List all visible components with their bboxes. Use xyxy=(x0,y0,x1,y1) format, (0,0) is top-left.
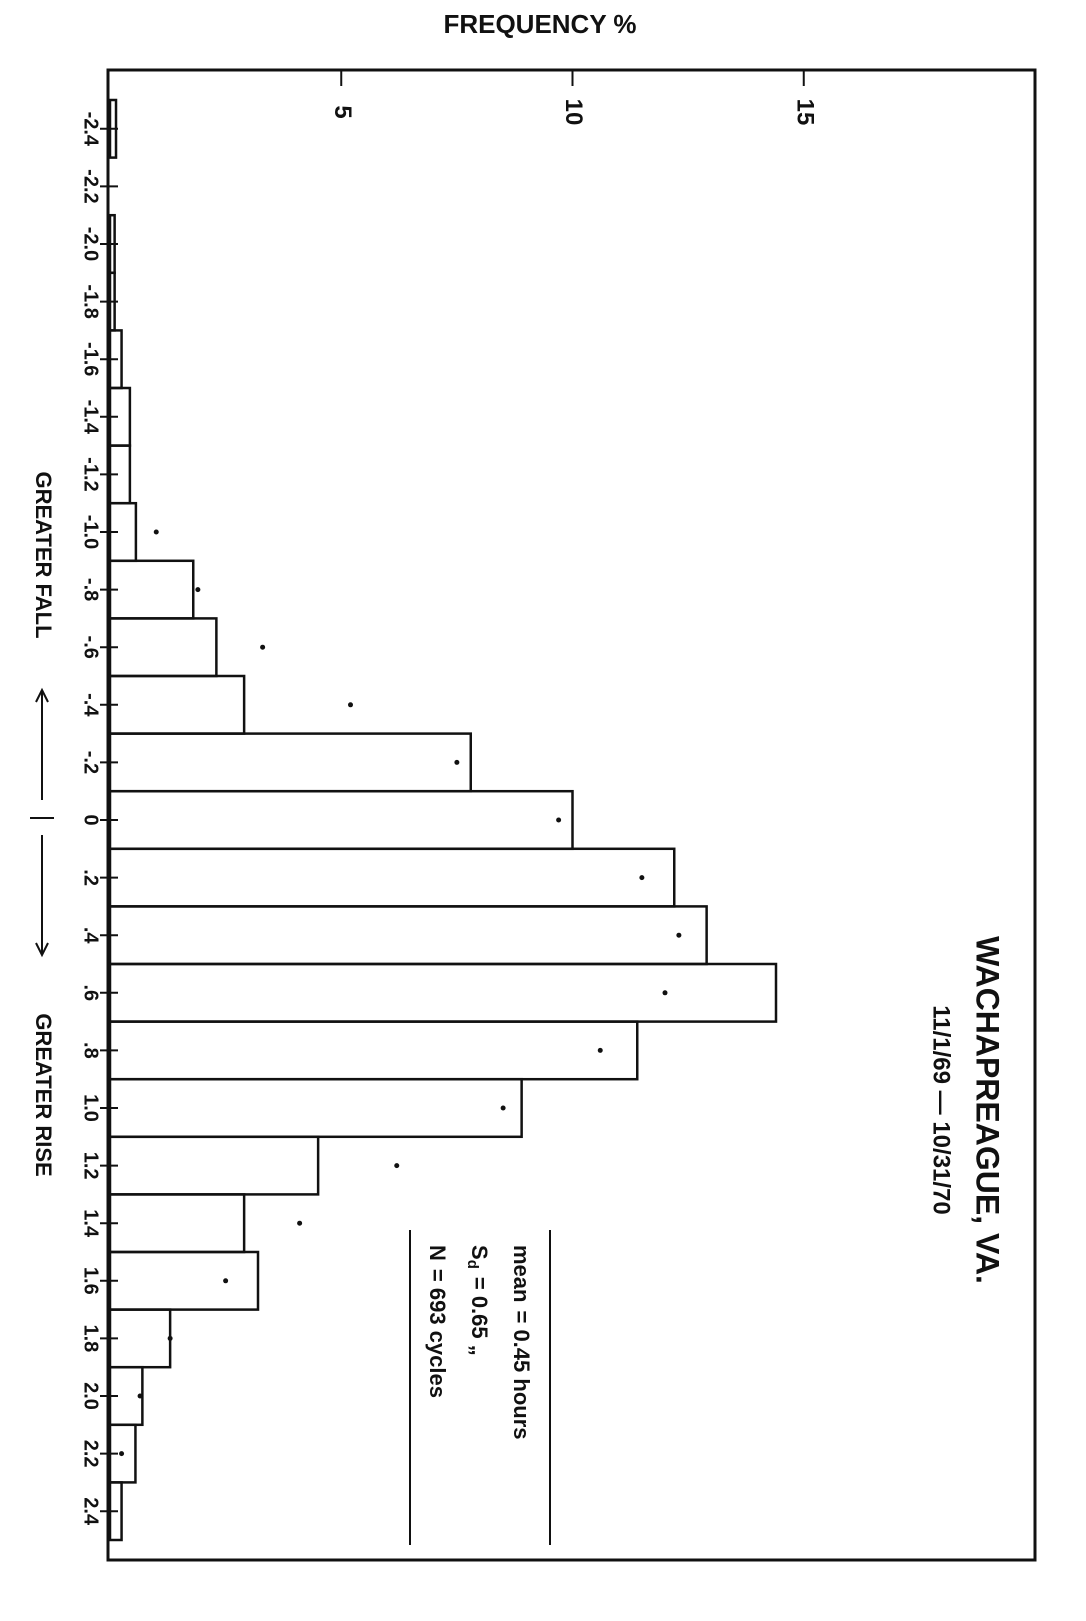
x-tick-label: .6 xyxy=(80,984,102,1001)
x-tick-label: -1.8 xyxy=(80,284,102,318)
x-tick-label: 1.4 xyxy=(80,1209,102,1238)
bar xyxy=(108,1077,523,1139)
bar xyxy=(108,1308,172,1369)
bar xyxy=(108,1193,246,1254)
fit-point xyxy=(137,1393,143,1399)
bar xyxy=(108,847,676,908)
x-tick-label: -.2 xyxy=(80,751,102,774)
stat-symbol: S xyxy=(467,1245,492,1260)
x-tick-label: -1.6 xyxy=(80,342,102,376)
y-tick-label: 10 xyxy=(560,99,587,126)
x-tick-label: -2.0 xyxy=(80,227,102,261)
fit-point xyxy=(394,1163,400,1169)
x-tick-label: 0 xyxy=(80,814,102,825)
x-tick-label: -.8 xyxy=(80,578,102,601)
x-tick-label: .8 xyxy=(80,1042,102,1059)
bar xyxy=(108,674,246,735)
x-tick-label: 1.8 xyxy=(80,1324,102,1352)
fit-point xyxy=(676,932,682,938)
bar xyxy=(108,98,118,159)
bar xyxy=(108,905,708,966)
fit-point xyxy=(597,1047,603,1053)
x-tick-label: -.6 xyxy=(80,636,102,659)
x-tick-label: .4 xyxy=(80,927,102,945)
x-tick-label: -2.2 xyxy=(80,169,102,203)
x-tick-label: .2 xyxy=(80,869,102,886)
bar xyxy=(108,1135,320,1196)
x-tick-label: -2.4 xyxy=(80,112,102,147)
stat-text: = 0.45 hours xyxy=(509,1310,534,1439)
station-title: WACHAPREAGUE, VA. xyxy=(970,936,1006,1284)
x-tick-label: -1.4 xyxy=(80,400,102,435)
fit-point xyxy=(662,990,668,996)
period: 11/1/69 — 10/31/70 xyxy=(928,1005,955,1215)
x-tick-label: 1.6 xyxy=(80,1267,102,1295)
x-tick-label: -1.2 xyxy=(80,457,102,491)
x-tick-label: 2.0 xyxy=(80,1382,102,1410)
fit-point xyxy=(297,1220,303,1226)
stat: Sd = 0.65 „ xyxy=(464,1245,492,1356)
x-tick-label: 2.2 xyxy=(80,1440,102,1468)
x-tick-label: -1.0 xyxy=(80,515,102,549)
rise-label: GREATER RISE xyxy=(31,1013,56,1176)
bar xyxy=(108,1020,639,1081)
fit-point xyxy=(348,702,353,708)
y-tick-label: 5 xyxy=(329,105,356,118)
bar xyxy=(108,789,574,851)
bar xyxy=(108,732,472,793)
y-tick-label: 15 xyxy=(791,99,818,126)
fit-point xyxy=(119,1451,125,1457)
fit-point xyxy=(167,1335,173,1341)
stat-symbol: N xyxy=(425,1245,450,1261)
x-tick-label: 1.0 xyxy=(80,1094,102,1122)
x-tick-label: 2.4 xyxy=(80,1497,102,1526)
stat-text: = 0.65 „ xyxy=(467,1277,492,1356)
fit-point xyxy=(153,529,159,535)
bar xyxy=(108,1250,260,1311)
stat-subscript: d xyxy=(464,1260,481,1269)
bar xyxy=(108,559,195,620)
x-tick-label: 1.2 xyxy=(80,1152,102,1180)
bar xyxy=(108,1481,123,1542)
fall-label: GREATER FALL xyxy=(31,471,56,638)
fit-point xyxy=(500,1105,506,1111)
stat-text: = 693 cycles xyxy=(425,1269,450,1398)
fit-point xyxy=(223,1278,229,1284)
fit-point xyxy=(454,759,460,765)
stat-symbol: mean xyxy=(509,1245,534,1302)
bar xyxy=(108,962,778,1023)
fit-point xyxy=(639,875,645,881)
chart-title: FREQUENCY % xyxy=(443,9,636,39)
fit-point xyxy=(556,817,562,823)
fit-point xyxy=(260,644,266,650)
x-tick-label: -.4 xyxy=(80,693,102,717)
fit-point xyxy=(195,587,201,593)
bar xyxy=(108,617,218,678)
direction-arrows xyxy=(30,687,54,958)
stat: N = 693 cycles xyxy=(425,1245,450,1398)
stat: mean = 0.45 hours xyxy=(509,1245,534,1440)
